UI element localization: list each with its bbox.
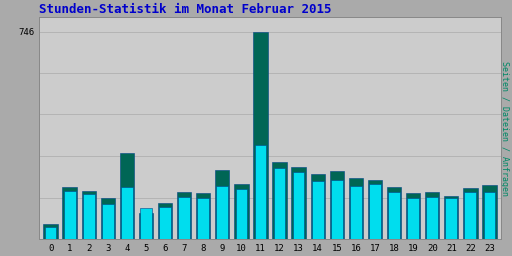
Bar: [482, 185, 497, 239]
Bar: [368, 180, 382, 239]
Bar: [253, 32, 268, 239]
Bar: [387, 187, 401, 239]
Bar: [407, 198, 419, 239]
Bar: [444, 196, 458, 239]
Bar: [158, 203, 172, 239]
Bar: [177, 192, 191, 239]
Bar: [293, 172, 305, 239]
Bar: [81, 191, 96, 239]
Bar: [101, 198, 115, 239]
Bar: [330, 171, 344, 239]
Bar: [312, 181, 324, 239]
Text: Stunden-Statistik im Monat Februar 2015: Stunden-Statistik im Monat Februar 2015: [39, 3, 332, 16]
Bar: [483, 191, 495, 239]
Bar: [349, 178, 363, 239]
Bar: [139, 213, 153, 239]
Bar: [291, 167, 306, 239]
Bar: [388, 191, 400, 239]
Bar: [45, 227, 56, 239]
Bar: [254, 145, 266, 239]
Bar: [64, 191, 76, 239]
Bar: [425, 192, 439, 239]
Bar: [369, 184, 381, 239]
Bar: [236, 189, 247, 239]
Bar: [217, 186, 228, 239]
Bar: [196, 194, 210, 239]
Bar: [445, 198, 457, 239]
Bar: [121, 187, 133, 239]
Bar: [234, 184, 248, 239]
Bar: [311, 174, 325, 239]
Bar: [44, 224, 58, 239]
Bar: [120, 153, 134, 239]
Bar: [62, 187, 77, 239]
Bar: [140, 208, 152, 239]
Bar: [159, 207, 171, 239]
Bar: [426, 197, 438, 239]
Bar: [406, 194, 420, 239]
Bar: [463, 188, 478, 239]
Bar: [83, 194, 95, 239]
Bar: [102, 204, 114, 239]
Bar: [464, 191, 476, 239]
Bar: [197, 198, 209, 239]
Bar: [331, 180, 343, 239]
Bar: [274, 168, 285, 239]
Bar: [272, 162, 287, 239]
Bar: [178, 197, 190, 239]
Y-axis label: Seiten / Dateien / Anfragen: Seiten / Dateien / Anfragen: [500, 61, 509, 196]
Bar: [350, 186, 362, 239]
Bar: [215, 170, 229, 239]
